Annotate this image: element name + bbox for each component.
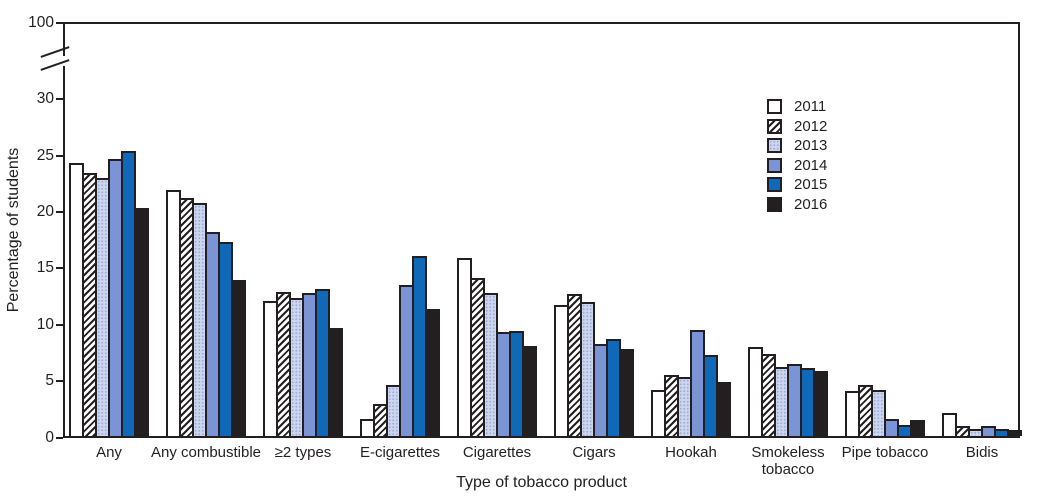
legend-swatch-2012 [767, 118, 782, 134]
bar-2016 [813, 370, 828, 436]
bar-2013 [871, 389, 886, 436]
legend-item-2012: 2012 [767, 117, 828, 135]
legend-item-2011: 2011 [767, 99, 827, 114]
legend-label: 2016 [794, 195, 828, 213]
category-label: ≥2 types [274, 444, 332, 461]
y-tick-15 [56, 267, 63, 270]
bar-group-10: Bidis [942, 24, 1022, 461]
bar-2016 [425, 308, 440, 436]
legend-label: 2014 [794, 156, 828, 174]
bar-group-3: ≥2 types [263, 24, 343, 461]
bar-2016 [328, 327, 343, 436]
legend-swatch-2011 [767, 99, 782, 114]
y-tick-100 [56, 22, 63, 24]
category-label: Cigars [572, 444, 616, 461]
x-axis-title: Type of tobacco product [456, 474, 627, 491]
y-tick-0 [56, 436, 63, 439]
bar-2016 [522, 345, 537, 436]
axis-break-gap [60, 56, 68, 66]
bar-2016 [716, 381, 731, 436]
bar-group-8: Smokeless tobacco [748, 24, 828, 478]
y-tick-label-100: 100 [28, 14, 54, 31]
bar-2016 [619, 349, 634, 436]
bar-2013 [483, 292, 498, 436]
legend-item-2013: 2013 [767, 138, 827, 153]
y-tick-label-30: 30 [36, 90, 54, 108]
legend-label: 2015 [794, 176, 828, 193]
y-tick-5 [56, 380, 63, 383]
legend: 2011 2012 2013 2014 2015 2016 [767, 99, 827, 216]
legend-label: 2013 [794, 137, 828, 154]
category-label: Pipe tobacco [841, 444, 929, 461]
bar-group-2: Any combustible [151, 24, 261, 461]
plot-area: Any Any combustible ≥2 types E-cigarettes Ci… [65, 24, 1036, 478]
bar-2016 [134, 208, 149, 436]
category-label: Bidis [965, 444, 999, 461]
bar-group-9: Pipe tobacco [842, 24, 928, 461]
y-tick-label-20: 20 [36, 202, 54, 220]
bar-group-7: Hookah [651, 24, 731, 461]
bar-2016 [910, 420, 925, 436]
y-tick-30 [56, 98, 63, 101]
bar-group-5: Cigarettes [457, 24, 537, 461]
bar-2016 [231, 280, 246, 436]
category-label: Any combustible [150, 444, 262, 461]
legend-item-2015: 2015 [767, 177, 827, 192]
y-tick-label-5: 5 [45, 372, 54, 390]
legend-swatch-2016 [767, 196, 782, 212]
y-tick-10 [56, 323, 63, 326]
category-label: Cigarettes [462, 444, 532, 461]
y-tick-label-10: 10 [36, 315, 54, 333]
legend-item-2016: 2016 [767, 195, 828, 213]
legend-item-2014: 2014 [767, 156, 828, 174]
bar-group-1: Any [69, 24, 149, 461]
category-label: E-cigarettes [359, 444, 441, 461]
y-tick-label-25: 25 [36, 146, 54, 164]
y-tick-25 [56, 154, 63, 157]
y-tick-label-15: 15 [36, 259, 54, 277]
category-label: Smokeless tobacco [751, 444, 825, 479]
legend-swatch-2013 [767, 138, 782, 153]
bar-2011 [942, 413, 957, 436]
y-axis-title: Percentage of students [5, 147, 22, 313]
y-tick-20 [56, 210, 63, 213]
y-tick-label-0: 0 [45, 428, 54, 446]
bar-group-6: Cigars [554, 24, 634, 461]
bar-2016 [1007, 430, 1022, 436]
legend-label: 2011 [794, 98, 827, 115]
bar-2013 [386, 385, 401, 436]
legend-label: 2012 [794, 117, 828, 135]
category-label: Any [96, 444, 122, 461]
legend-swatch-2014 [767, 157, 782, 173]
category-label: Hookah [665, 444, 717, 461]
legend-swatch-2015 [767, 177, 782, 192]
bar-group-4: E-cigarettes [360, 24, 440, 461]
plot-frame [63, 22, 1020, 438]
